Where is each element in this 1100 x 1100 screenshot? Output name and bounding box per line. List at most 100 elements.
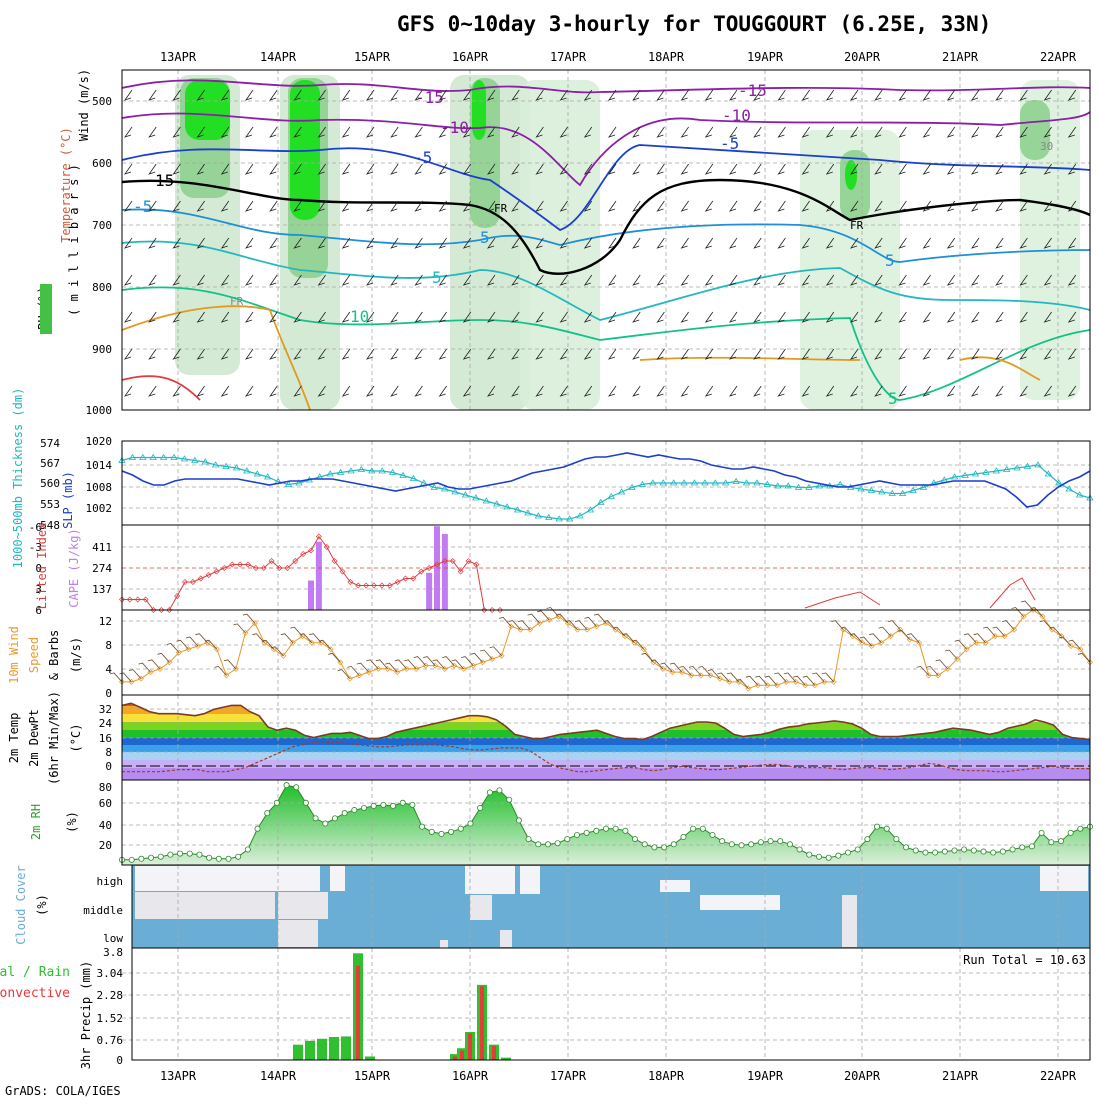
wind-speed-point-66 [745,685,752,692]
wind-barb-80 [869,633,882,643]
rh-point-18 [293,784,300,791]
upper-wind-barb [704,89,714,101]
rain-bar-1 [305,1040,315,1060]
li-point-30 [355,582,362,589]
rh-point-46 [564,836,571,843]
thickness-point-82 [971,470,980,477]
upper-wind-barb [970,163,980,175]
upper-wind-barb [970,385,980,397]
wind-speed-point-89 [963,646,970,653]
slp-ytick-1002: 1002 [86,502,113,515]
date-bottom-16APR: 16APR [452,1069,489,1083]
upper-wind-barb [462,385,472,397]
upper-wind-barb [123,274,133,286]
li-point-43 [457,568,464,575]
contour-label-15: FR [230,295,244,308]
upper-wind-barb [1019,274,1028,286]
thickness-point-50 [638,480,647,487]
upper-ytick-500: 500 [92,95,112,108]
upper-wind-barb [269,237,278,249]
upper-wind-barb [535,237,544,249]
upper-wind-barb [317,126,326,138]
li-point-2 [134,596,141,603]
wind-barb-20 [299,633,313,643]
upper-wind-barb [874,237,883,249]
rh-point-13 [244,846,251,853]
wind-speed-point-40 [498,652,505,659]
upper-wind-barb [583,163,593,175]
upper-wind-barb [317,163,326,175]
upper-wind-barb [1019,311,1028,323]
wind-speed-point-5 [166,659,173,666]
upper-wind-barb [486,126,496,138]
upper-wind-barb [486,163,496,175]
rh-point-10 [215,855,222,862]
wind-barb-27 [366,659,379,670]
thickness-point-21 [336,468,345,475]
upper-wind-barb [486,237,496,249]
wind-barb-43 [517,620,531,630]
upper-wind-barb [607,237,617,249]
wind-speed-point-90 [973,639,980,646]
date-top-20APR: 20APR [844,50,881,64]
wind-speed-point-22 [327,646,334,653]
upper-wind-barb [946,274,956,286]
upper-wind-barb [656,274,665,286]
wind-barb-73 [802,675,816,686]
upper-wind-barb [995,237,1004,249]
li-point-20 [276,565,283,571]
wind-label-2: Speed [27,637,41,673]
wind-speed-point-30 [403,665,410,672]
thickness-point-55 [690,479,699,486]
contour-label-4: -5 [413,148,432,167]
li-point-10 [197,575,204,582]
upper-wind-barb [123,163,133,175]
upper-wind-barb [970,200,980,212]
temp-label-3: (6hr Min/Max) [47,691,61,785]
upper-wind-barb [438,126,447,138]
wind-barb-23 [328,652,341,663]
wind-speed-point-39 [489,656,496,663]
wind-barb-11 [214,665,227,676]
wind-barb-76 [831,620,844,630]
slp-line [121,452,1091,508]
wind-barb-15 [252,633,265,643]
wind-speed-point-38 [479,659,486,666]
temp-band-7 [122,714,1090,722]
upper-wind-barb [220,348,230,360]
upper-wind-barb [922,348,931,360]
thickness-point-58 [721,479,730,486]
upper-wind-barb [172,126,181,138]
date-top-16APR: 16APR [452,50,489,64]
slp-label: SLP (mb) [61,471,75,529]
wind-speed-point-47 [565,620,572,627]
rh-shade-10 [1020,100,1050,160]
upper-ytick-900: 900 [92,343,112,356]
upper-wind-barb [559,126,568,138]
wind-speed-point-46 [555,613,562,620]
upper-wind-barb [559,348,568,360]
rh-point-82 [912,847,919,854]
rh-units: (%) [65,811,79,833]
wind-barb-57 [650,659,664,670]
upper-wind-barb [196,274,205,286]
rh-point-35 [457,825,464,832]
rh-point-72 [815,853,822,860]
cape-ytick-137: 137 [92,583,112,596]
wind-barb-100 [1058,636,1072,647]
upper-wind-barb [390,348,399,360]
upper-wind-barb [196,385,205,397]
cloud-units: (%) [35,894,49,916]
wind-speed-point-16 [270,646,277,653]
wind-speed-point-91 [982,639,989,646]
cloud-gap-6 [465,866,515,894]
rh-point-27 [380,801,387,808]
thickness-point-36 [493,500,501,507]
wind10m-panel: 12 8 4 0 10m Wind Speed & Barbs (m/s) [7,600,1093,700]
rh-point-54 [641,841,648,848]
temp-ytick-24: 24 [99,717,113,730]
wind-barb-51 [593,613,607,624]
upper-wind-barb [148,348,157,360]
cape-label: CAPE (J/kg) [67,528,81,607]
wind-speed-point-85 [925,672,932,679]
